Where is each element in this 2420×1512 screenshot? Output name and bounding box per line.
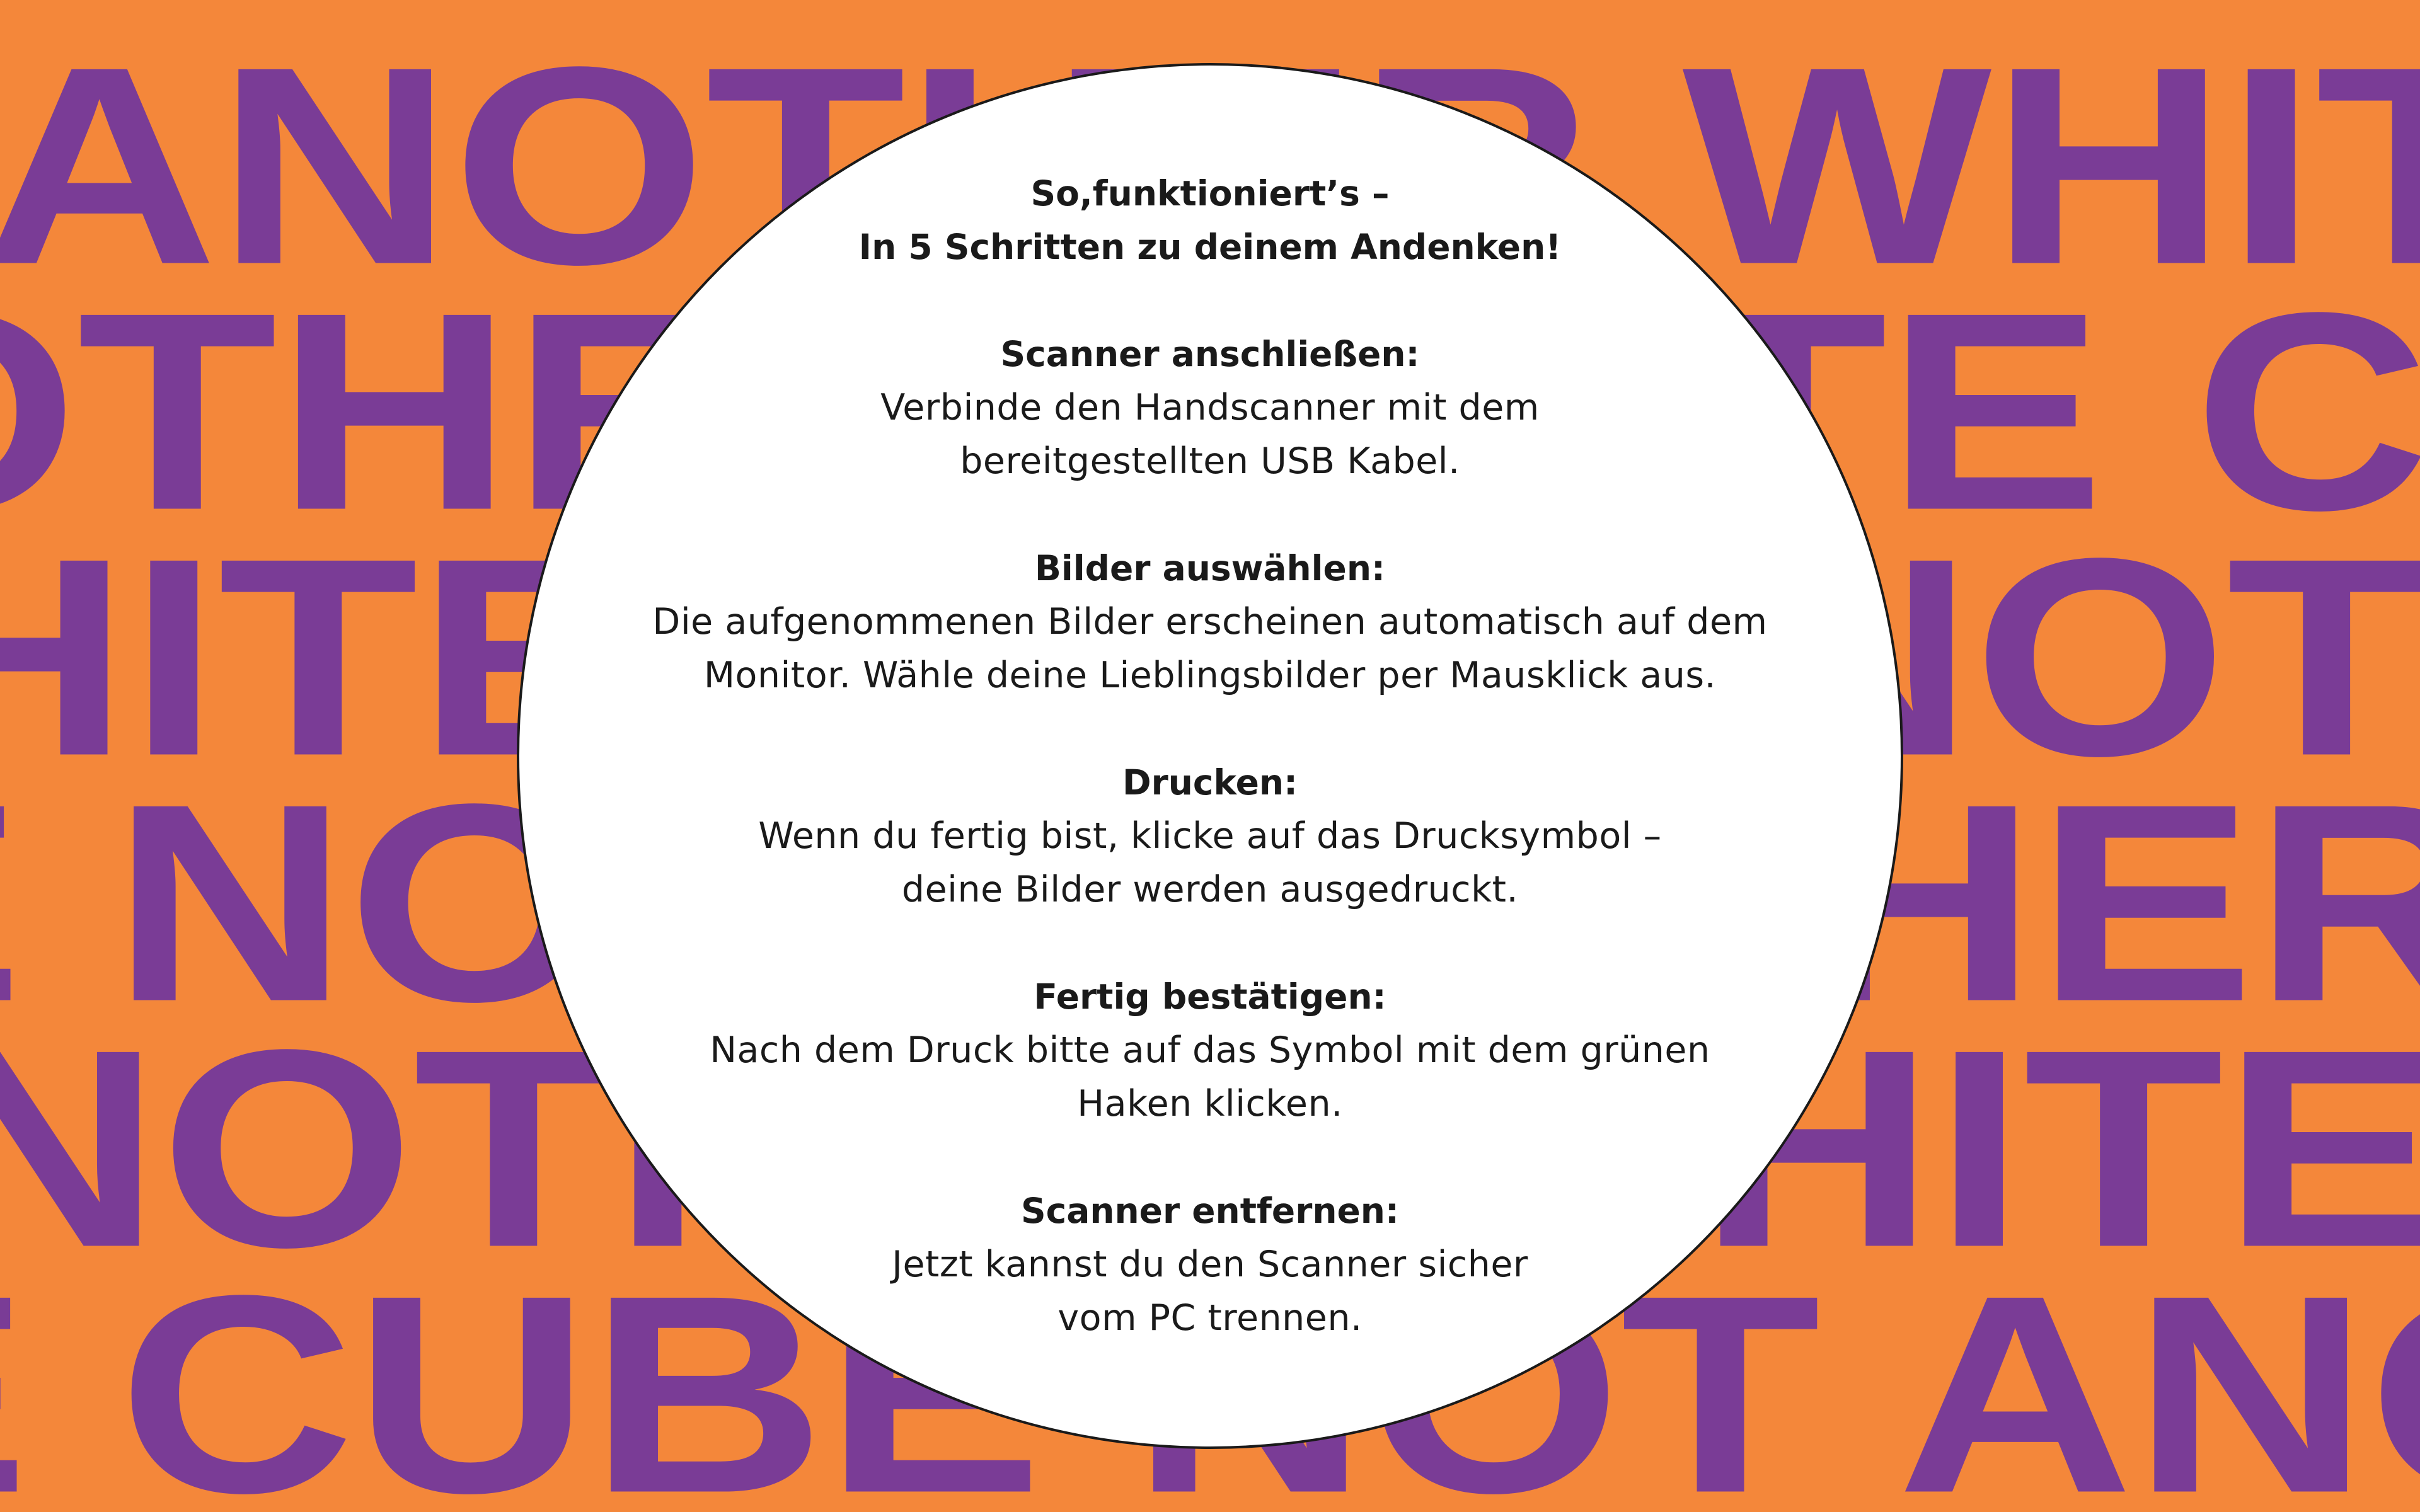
step-fertig-bestaetigen: Fertig bestätigen: Nach dem Druck bitte … (517, 970, 1903, 1131)
step-title: Drucken: (1122, 762, 1298, 803)
step-text: Die aufgenommenen Bilder erscheinen auto… (652, 601, 1768, 643)
step-text: deine Bilder werden ausgedruckt. (901, 869, 1519, 910)
step-title: Scanner anschließen: (1000, 334, 1420, 374)
step-drucken: Drucken: Wenn du fertig bist, klicke auf… (517, 756, 1903, 917)
white-circle (517, 63, 1903, 1449)
step-bilder-auswaehlen: Bilder auswählen: Die aufgenommenen Bild… (517, 542, 1903, 702)
step-title: Scanner entfernen: (1021, 1191, 1399, 1231)
step-text: Verbinde den Handscanner mit dem (880, 387, 1540, 428)
step-text: Jetzt kannst du den Scanner sicher (892, 1244, 1528, 1285)
step-text: Monitor. Wähle deine Lieblingsbilder per… (703, 655, 1717, 696)
instructions: So,funktioniert’s – In 5 Schritten zu de… (517, 167, 1903, 1345)
intro-title: So,funktioniert’s – (1030, 173, 1390, 214)
step-scanner-entfernen: Scanner entfernen: Jetzt kannst du den S… (517, 1184, 1903, 1345)
intro-subtitle: In 5 Schritten zu deinem Andenken! (858, 227, 1562, 267)
step-text: bereitgestellten USB Kabel. (960, 440, 1460, 482)
step-scanner-anschliessen: Scanner anschließen: Verbinde den Handsc… (517, 328, 1903, 488)
step-title: Fertig bestätigen: (1034, 976, 1386, 1017)
step-text: Wenn du fertig bist, klicke auf das Druc… (758, 815, 1662, 857)
step-text: vom PC trennen. (1057, 1297, 1363, 1339)
step-text: Nach dem Druck bitte auf das Symbol mit … (710, 1029, 1710, 1071)
step-text: Haken klicken. (1077, 1083, 1343, 1125)
step-title: Bilder auswählen: (1035, 548, 1385, 588)
